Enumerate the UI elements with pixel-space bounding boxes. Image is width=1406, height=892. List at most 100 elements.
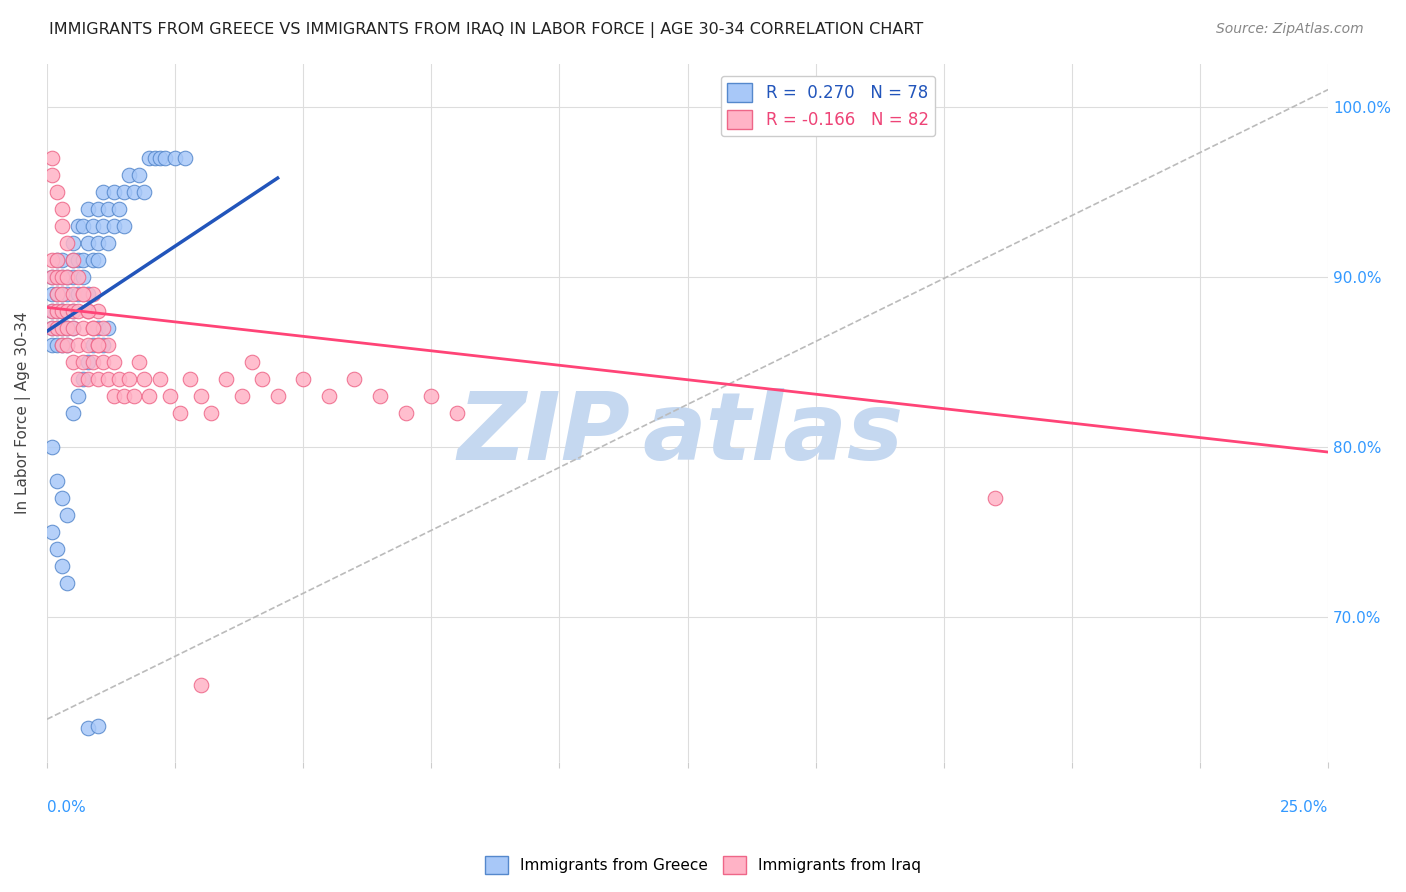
Point <box>77 338 100 352</box>
Point <box>46 286 69 301</box>
Point <box>215 372 238 386</box>
Point <box>56 321 79 335</box>
Point <box>82 338 104 352</box>
Y-axis label: In Labor Force | Age 30-34: In Labor Force | Age 30-34 <box>15 311 31 514</box>
Point <box>143 151 166 165</box>
Point <box>56 269 79 284</box>
Point <box>72 321 94 335</box>
Point <box>77 355 100 369</box>
Point <box>46 185 69 199</box>
Text: ZIP: ZIP <box>457 388 630 480</box>
Point <box>112 219 135 233</box>
Point <box>159 389 181 403</box>
Point <box>56 508 79 522</box>
Point <box>128 355 150 369</box>
Point <box>103 185 125 199</box>
Point <box>72 286 94 301</box>
Point <box>77 721 100 735</box>
Point <box>62 321 84 335</box>
Point <box>51 303 73 318</box>
Legend: R =  0.270   N = 78, R = -0.166   N = 82: R = 0.270 N = 78, R = -0.166 N = 82 <box>721 76 935 136</box>
Point <box>153 151 176 165</box>
Point <box>51 303 73 318</box>
Point <box>266 389 288 403</box>
Point <box>395 406 418 420</box>
Point <box>77 202 100 216</box>
Point <box>41 151 63 165</box>
Point <box>138 151 160 165</box>
Point <box>66 338 89 352</box>
Point <box>56 235 79 250</box>
Point <box>51 491 73 505</box>
Point <box>66 286 89 301</box>
Point <box>46 252 69 267</box>
Point <box>318 389 340 403</box>
Point <box>51 269 73 284</box>
Point <box>93 338 115 352</box>
Point <box>51 321 73 335</box>
Point <box>118 168 141 182</box>
Point <box>41 303 63 318</box>
Point <box>41 168 63 182</box>
Point <box>46 321 69 335</box>
Point <box>66 269 89 284</box>
Point <box>118 372 141 386</box>
Point <box>41 338 63 352</box>
Point <box>56 576 79 591</box>
Point <box>41 303 63 318</box>
Point <box>62 303 84 318</box>
Point <box>56 338 79 352</box>
Point <box>41 321 63 335</box>
Text: Source: ZipAtlas.com: Source: ZipAtlas.com <box>1216 22 1364 37</box>
Point <box>51 286 73 301</box>
Text: 25.0%: 25.0% <box>1279 800 1329 815</box>
Point <box>72 219 94 233</box>
Point <box>66 372 89 386</box>
Point <box>112 389 135 403</box>
Point <box>46 269 69 284</box>
Point <box>46 303 69 318</box>
Point <box>122 185 145 199</box>
Point <box>56 303 79 318</box>
Point <box>87 252 110 267</box>
Point <box>107 202 129 216</box>
Point <box>984 491 1007 505</box>
Point <box>82 321 104 335</box>
Text: 0.0%: 0.0% <box>46 800 86 815</box>
Point <box>179 372 201 386</box>
Point <box>97 338 120 352</box>
Point <box>41 524 63 539</box>
Point <box>103 389 125 403</box>
Point <box>72 355 94 369</box>
Point <box>72 269 94 284</box>
Point <box>122 389 145 403</box>
Point <box>41 440 63 454</box>
Point <box>51 321 73 335</box>
Point <box>87 719 110 733</box>
Point <box>82 355 104 369</box>
Point <box>41 286 63 301</box>
Point <box>46 474 69 488</box>
Point <box>97 372 120 386</box>
Point <box>77 286 100 301</box>
Point <box>56 321 79 335</box>
Point <box>97 235 120 250</box>
Point <box>51 303 73 318</box>
Point <box>107 372 129 386</box>
Point <box>72 286 94 301</box>
Point <box>51 252 73 267</box>
Point <box>97 202 120 216</box>
Point <box>56 269 79 284</box>
Point <box>66 389 89 403</box>
Point <box>200 406 222 420</box>
Point <box>165 151 187 165</box>
Point <box>46 269 69 284</box>
Point <box>97 321 120 335</box>
Point <box>77 303 100 318</box>
Point <box>66 303 89 318</box>
Point <box>46 321 69 335</box>
Legend: Immigrants from Greece, Immigrants from Iraq: Immigrants from Greece, Immigrants from … <box>478 850 928 880</box>
Point <box>292 372 315 386</box>
Point <box>169 406 191 420</box>
Point <box>51 338 73 352</box>
